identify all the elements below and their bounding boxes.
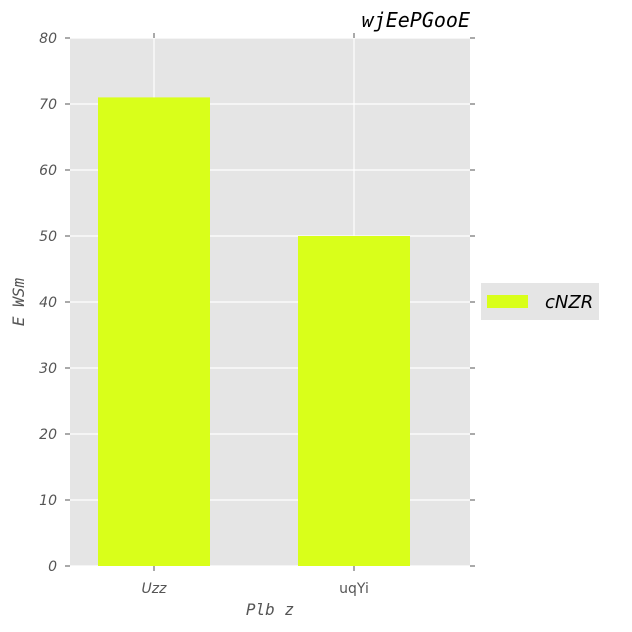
y-tick-label: 10 bbox=[39, 493, 57, 509]
x-tick-label: Uzz bbox=[142, 581, 168, 597]
y-tick-label: 60 bbox=[39, 163, 57, 179]
legend: cNZR bbox=[481, 283, 599, 320]
bar bbox=[298, 236, 410, 566]
x-tick-labels: Uzz uqYi bbox=[142, 581, 369, 597]
y-tick-label: 30 bbox=[39, 361, 57, 377]
y-tick-label: 70 bbox=[39, 97, 57, 113]
y-axis-label: E WSm bbox=[9, 278, 28, 327]
y-tick-label: 80 bbox=[39, 31, 57, 47]
legend-swatch bbox=[487, 295, 528, 308]
axis-ticks bbox=[65, 33, 475, 571]
y-tick-label: 40 bbox=[39, 295, 57, 311]
legend-label: cNZR bbox=[545, 292, 593, 313]
x-axis-label: Plb z bbox=[246, 600, 294, 619]
chart-title: wjEePGooE bbox=[362, 8, 470, 32]
bar bbox=[98, 97, 210, 567]
bars bbox=[98, 97, 410, 567]
y-tick-label: 20 bbox=[39, 427, 57, 443]
y-tick-label: 0 bbox=[48, 559, 57, 575]
x-tick-label: uqYi bbox=[339, 581, 369, 597]
y-tick-labels: 0 10 20 30 40 50 60 70 80 bbox=[39, 31, 57, 575]
y-tick-label: 50 bbox=[39, 229, 57, 245]
